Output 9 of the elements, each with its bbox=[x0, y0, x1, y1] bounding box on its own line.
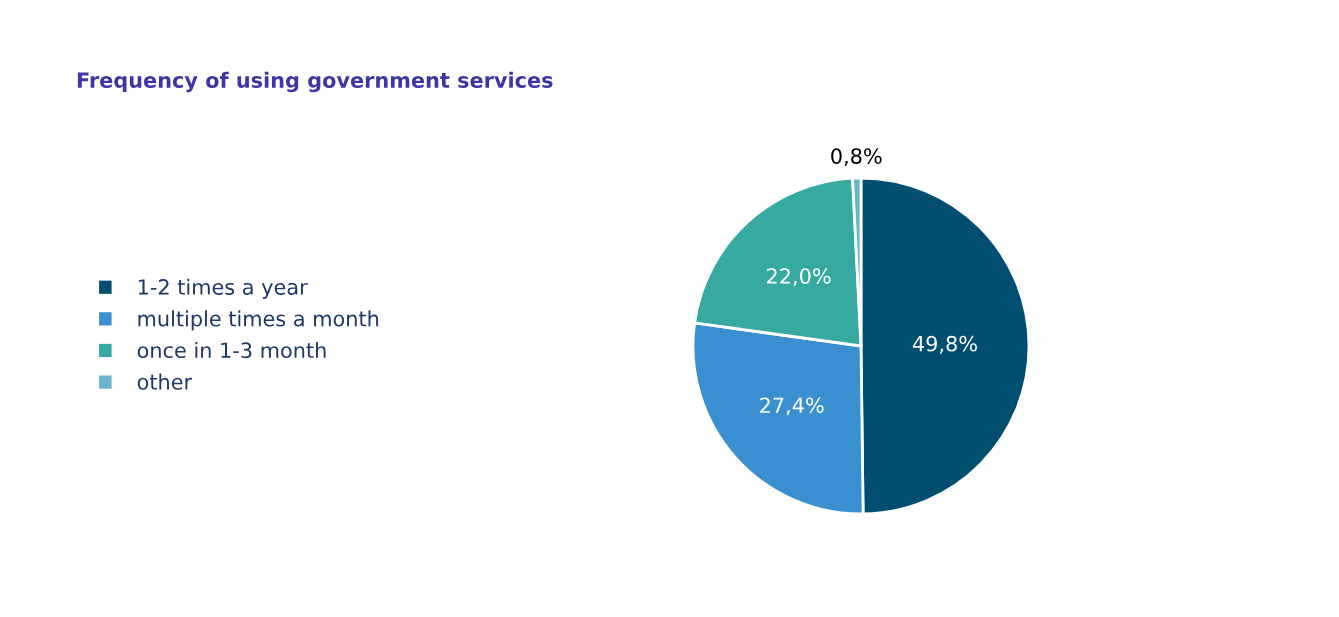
legend-label: once in 1-3 month bbox=[137, 341, 326, 359]
chart-title: Frequency of using government services bbox=[77, 71, 553, 93]
data-label: 49,8% bbox=[912, 335, 977, 354]
legend-label: multiple times a month bbox=[138, 310, 379, 331]
legend-label: 1-2 times a year bbox=[138, 278, 308, 299]
data-label: 22,0% bbox=[767, 268, 831, 287]
data-label: 0,8% bbox=[831, 148, 882, 167]
data-label: 27,4% bbox=[760, 397, 824, 416]
legend-label: other bbox=[137, 373, 193, 390]
